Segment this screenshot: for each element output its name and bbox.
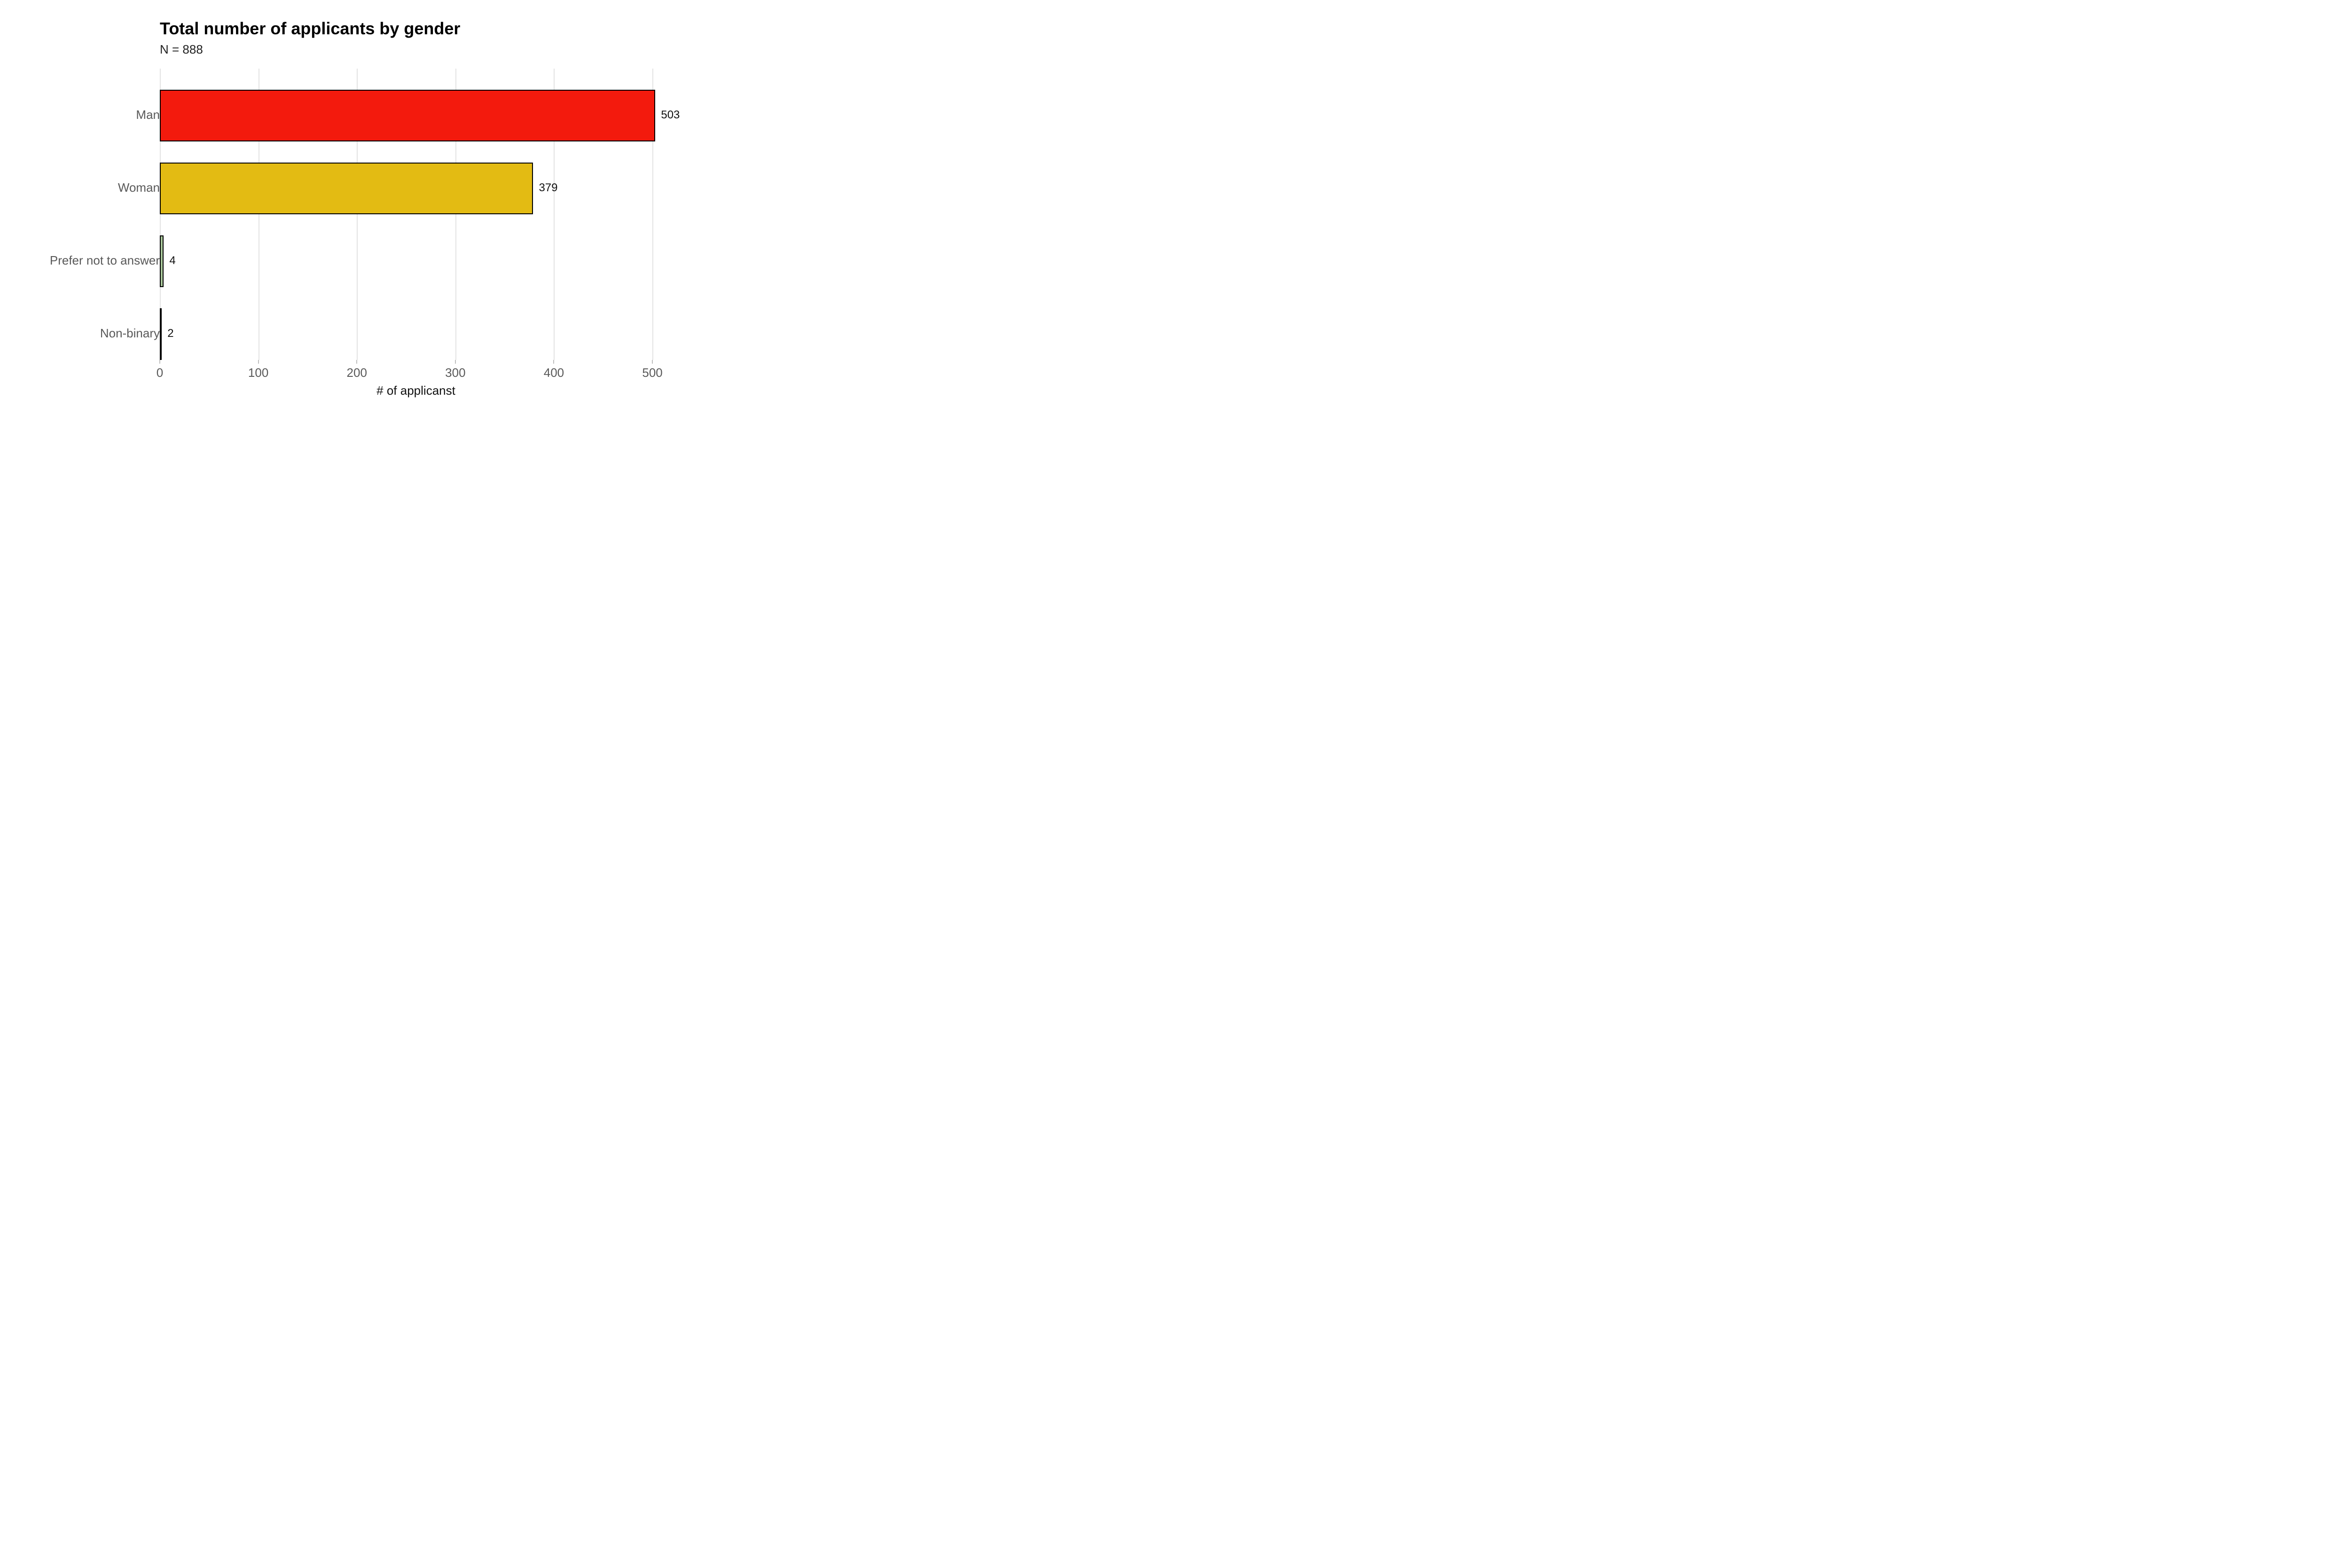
bar bbox=[160, 235, 164, 287]
bar-value-label: 4 bbox=[169, 254, 175, 267]
bar-value-label: 379 bbox=[539, 181, 557, 195]
chart-container: Total number of applicants by gender N =… bbox=[0, 0, 705, 436]
x-tick-mark bbox=[258, 360, 259, 364]
bar-value-label: 503 bbox=[661, 109, 680, 122]
x-tick-label: 200 bbox=[347, 366, 367, 380]
y-category-label: Woman bbox=[24, 180, 166, 195]
bar bbox=[160, 163, 533, 214]
x-tick-mark bbox=[159, 360, 160, 364]
chart-subtitle: N = 888 bbox=[160, 42, 682, 57]
x-tick-label: 300 bbox=[445, 366, 465, 380]
x-tick-mark bbox=[652, 360, 653, 364]
x-tick-label: 500 bbox=[642, 366, 662, 380]
plot-area: 0 100 200 300 400 500 Man 503 Woman 379 Prefer not… bbox=[24, 69, 682, 412]
bar bbox=[160, 90, 655, 141]
x-tick-mark bbox=[553, 360, 554, 364]
x-tick-mark bbox=[356, 360, 357, 364]
x-axis-label: # of applicanst bbox=[376, 383, 455, 398]
x-tick-label: 0 bbox=[157, 366, 163, 380]
chart-title: Total number of applicants by gender bbox=[160, 19, 682, 39]
y-category-label: Non-binary bbox=[24, 326, 166, 341]
bar bbox=[160, 308, 162, 360]
y-category-label: Prefer not to answer bbox=[24, 253, 166, 268]
x-tick-label: 100 bbox=[248, 366, 268, 380]
y-category-label: Man bbox=[24, 108, 166, 122]
x-tick-label: 400 bbox=[544, 366, 564, 380]
x-tick-mark bbox=[455, 360, 456, 364]
bar-value-label: 2 bbox=[167, 327, 173, 340]
